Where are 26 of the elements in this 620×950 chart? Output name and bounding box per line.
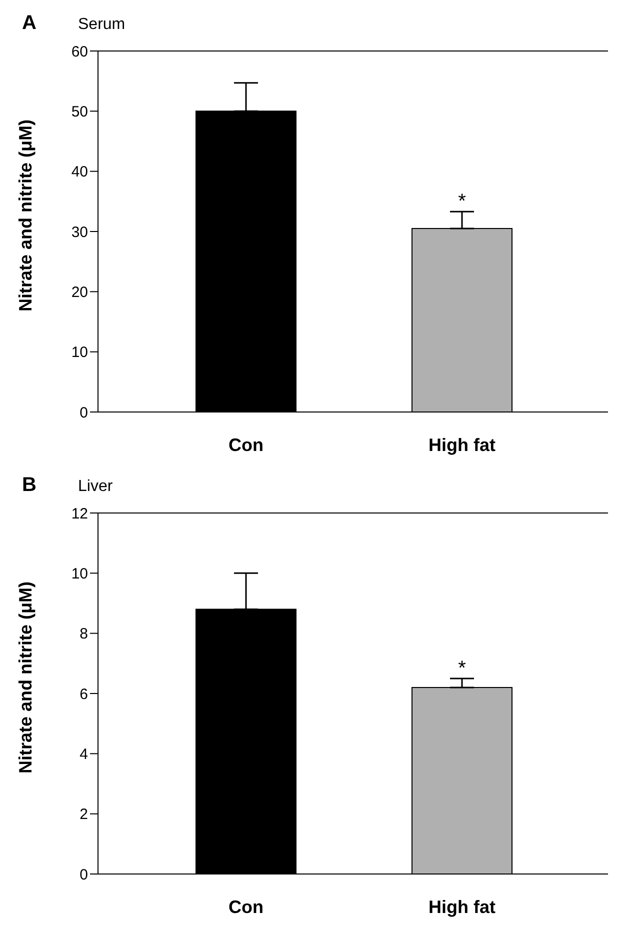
y-tick-label: 30 [71, 224, 88, 241]
x-tick-label: Con [228, 896, 264, 917]
y-tick-label: 60 [71, 43, 88, 60]
y-tick-label: 2 [80, 806, 88, 824]
y-tick-label: 20 [71, 284, 88, 301]
y-tick-label: 0 [80, 404, 88, 422]
annotation: * [458, 657, 466, 680]
y-tick-label: 10 [71, 565, 88, 582]
y-tick-label: 0 [80, 866, 88, 884]
y-tick-label: 6 [80, 686, 88, 703]
y-tick-label: 4 [80, 746, 88, 763]
text: A [22, 12, 36, 35]
y-tick-label: 12 [71, 505, 88, 522]
x-tick-label: Con [228, 434, 264, 455]
y-tick-label: 50 [71, 103, 88, 120]
y-tick-label: 8 [80, 626, 88, 643]
y-tick-label: 40 [71, 164, 88, 181]
x-tick-label: High fat [428, 896, 496, 917]
text: B [22, 474, 36, 497]
y-axis-title: Nitrate and nitrite (μM) [15, 581, 36, 774]
chart-title: Liver [78, 478, 113, 496]
y-tick-label: 10 [71, 344, 88, 362]
chart-title: Serum [78, 16, 126, 34]
annotation: * [458, 190, 466, 213]
x-tick-label: High fat [428, 434, 496, 455]
y-axis-title: Nitrate and nitrite (μM) [15, 119, 36, 312]
